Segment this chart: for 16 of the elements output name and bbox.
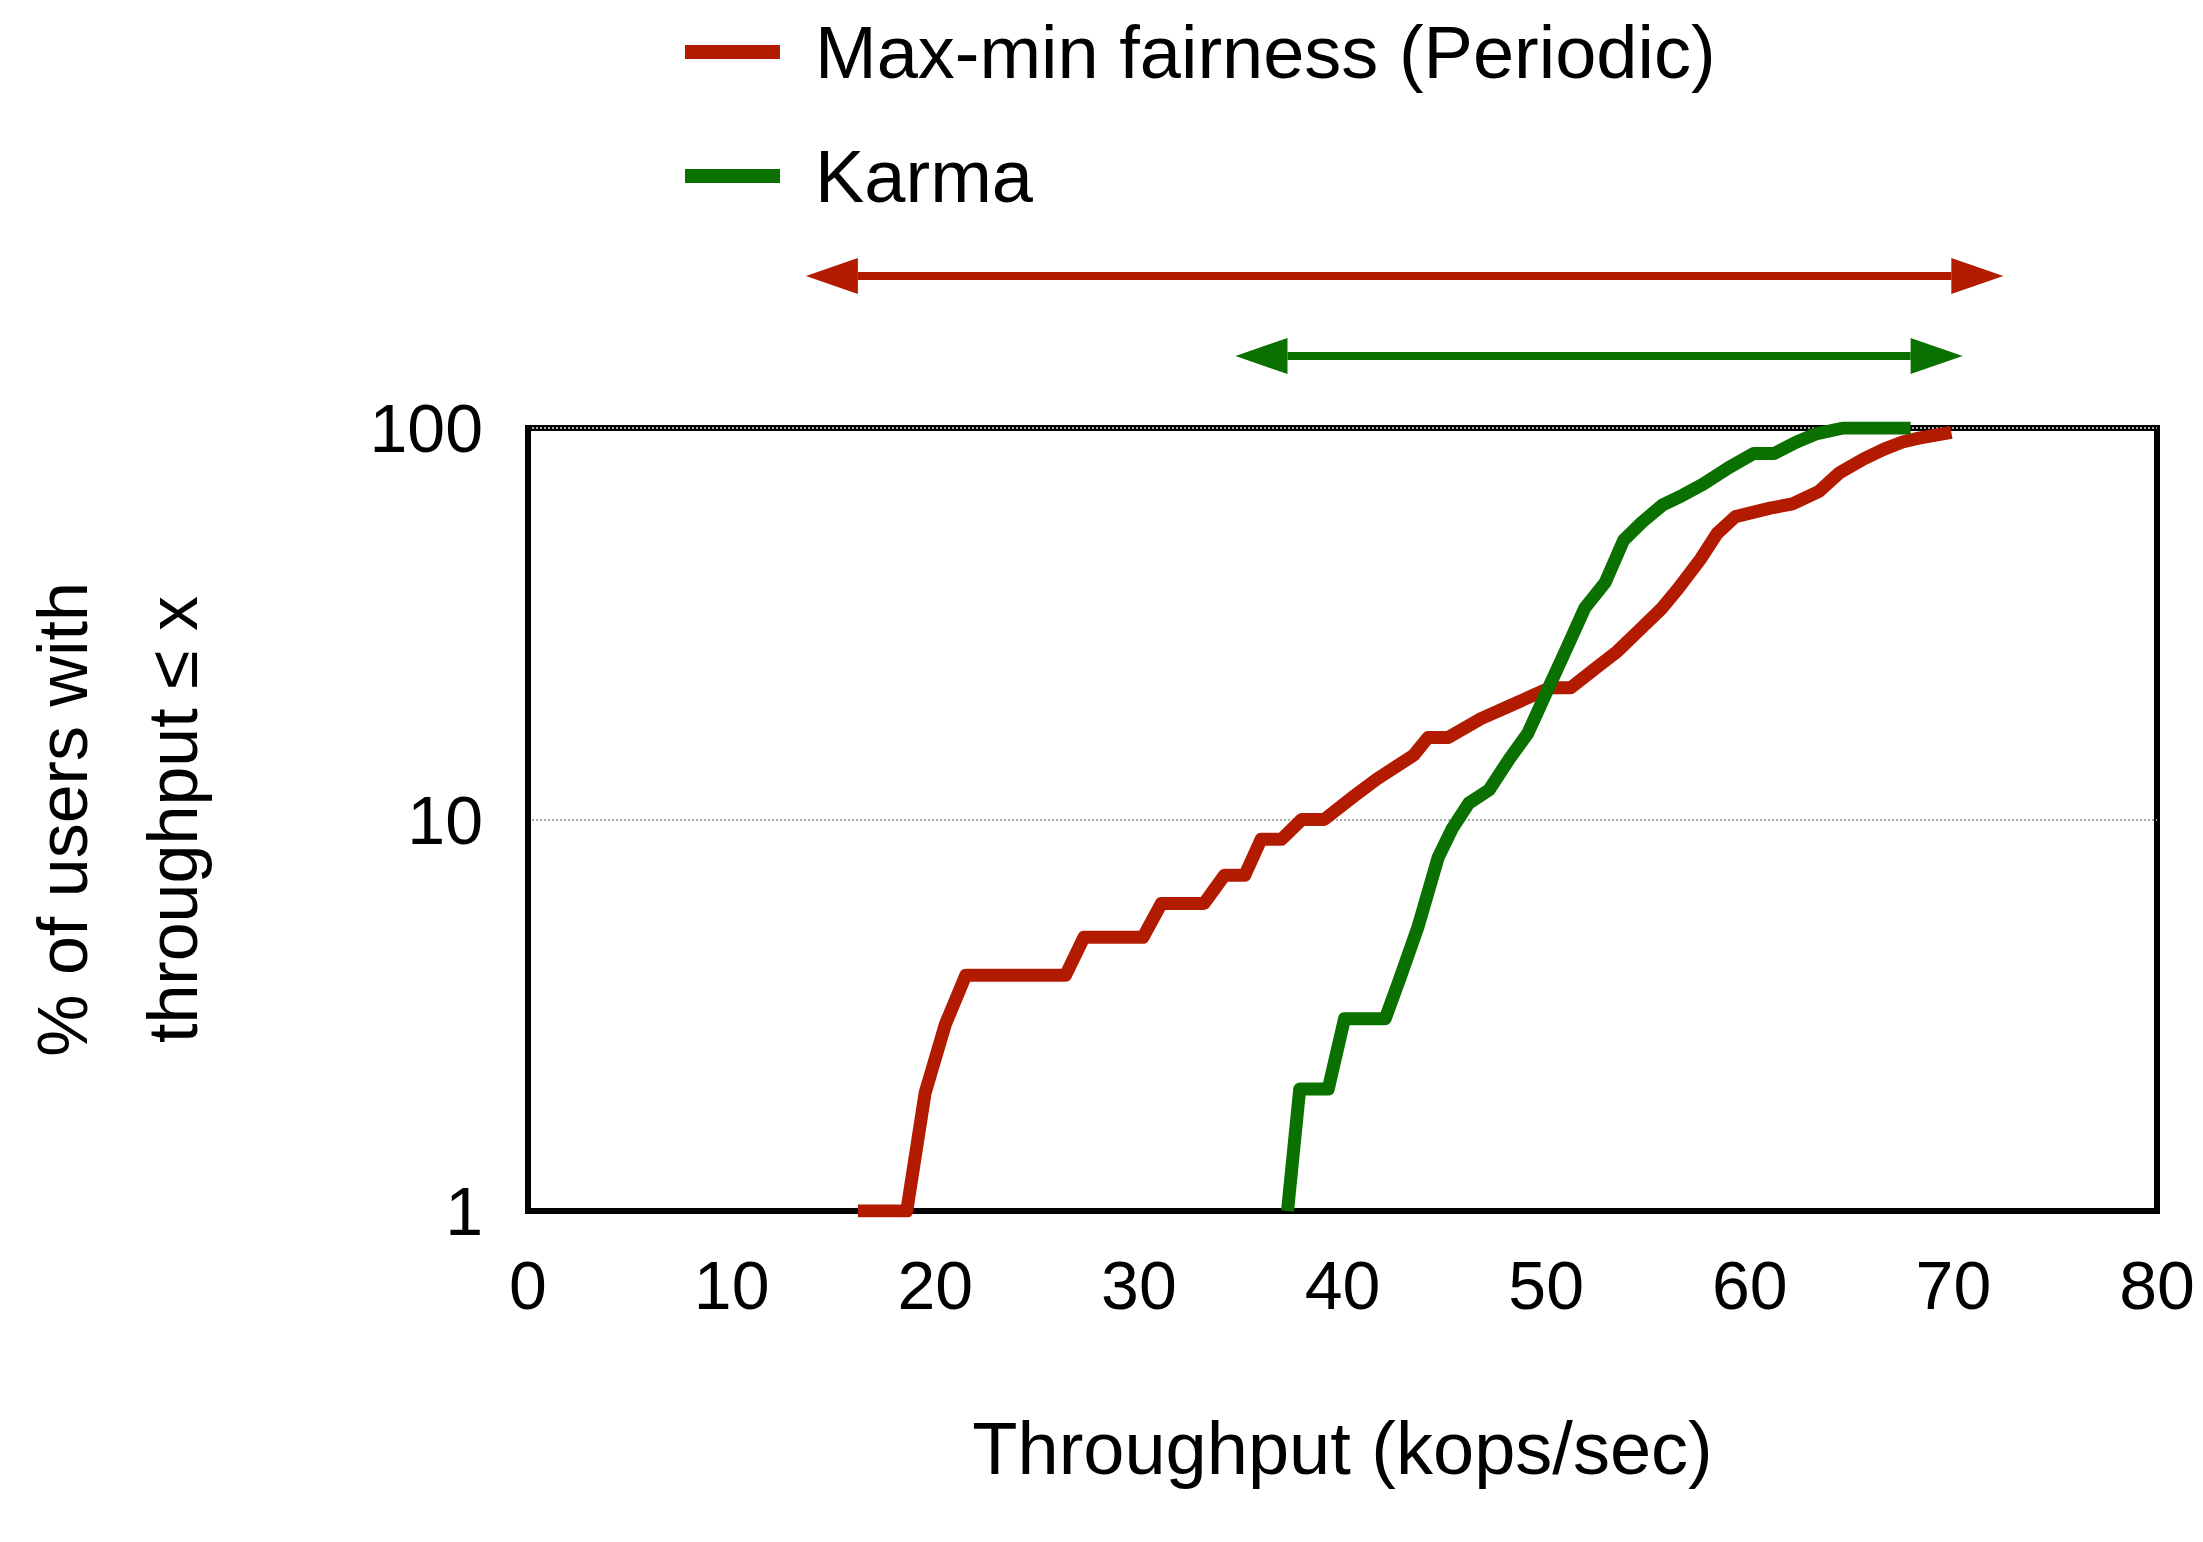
x-axis-title: Throughput (kops/sec)	[972, 1406, 1713, 1490]
legend-label: Max-min fairness (Periodic)	[815, 10, 1716, 94]
y-axis-title: % of users with throughput ≤ x	[24, 582, 212, 1057]
x-tick-label: 70	[1915, 1247, 1992, 1323]
legend-label: Karma	[815, 134, 1034, 218]
y-tick-label: 100	[369, 390, 483, 466]
y-tick-label: 10	[407, 781, 483, 858]
x-tick-label: 50	[1508, 1247, 1584, 1323]
x-tick-label: 0	[509, 1247, 547, 1323]
x-tick-label: 20	[897, 1247, 974, 1323]
x-tick-label: 60	[1711, 1247, 1788, 1323]
y-tick-label: 1	[445, 1173, 483, 1249]
x-tick-label: 40	[1304, 1247, 1381, 1323]
x-tick-label: 80	[2119, 1247, 2195, 1323]
x-tick-label: 10	[693, 1247, 770, 1323]
x-tick-label: 30	[1101, 1247, 1177, 1323]
